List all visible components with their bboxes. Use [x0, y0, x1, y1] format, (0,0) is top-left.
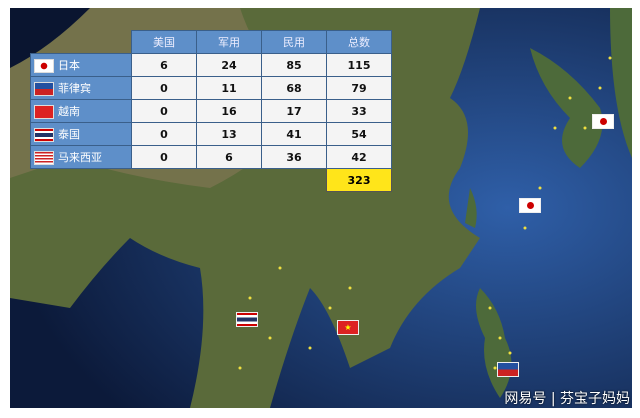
table-cell: 11 — [196, 76, 262, 100]
col-header: 军用 — [196, 30, 262, 54]
table-cell: 6 — [196, 145, 262, 169]
col-header: 民用 — [261, 30, 327, 54]
country-label: 越南 — [30, 99, 132, 123]
col-header: 总数 — [326, 30, 392, 54]
table-cell: 115 — [326, 53, 392, 77]
table-cell: 0 — [131, 145, 197, 169]
table-cell: 36 — [261, 145, 327, 169]
col-header: 美国 — [131, 30, 197, 54]
japan-flag-marker — [592, 114, 614, 129]
table-cell: 24 — [196, 53, 262, 77]
table-cell: 54 — [326, 122, 392, 146]
table-row: 越南 0 16 17 33 — [30, 99, 392, 123]
vietnam-flag-marker: ★ — [337, 320, 359, 335]
table-cell: 33 — [326, 99, 392, 123]
airport-markers — [238, 56, 612, 370]
country-name: 越南 — [58, 105, 80, 118]
vietnam-flag-icon — [34, 105, 54, 119]
taiwan — [465, 188, 477, 228]
philippines-flag-marker — [497, 362, 519, 377]
thailand-flag-marker — [236, 312, 258, 327]
table-cell: 79 — [326, 76, 392, 100]
grand-total-row: 323 — [31, 168, 392, 192]
country-label: 日本 — [30, 53, 132, 77]
table-cell: 0 — [131, 122, 197, 146]
watermark: 网易号 | 芬宝子妈妈 — [504, 391, 630, 407]
japan-flag-marker — [519, 198, 541, 213]
country-label: 马来西亚 — [30, 145, 132, 169]
country-label: 泰国 — [30, 122, 132, 146]
grand-total: 323 — [326, 168, 392, 192]
table-cell: 0 — [131, 99, 197, 123]
japan-flag-icon — [34, 59, 54, 73]
table-cell: 6 — [131, 53, 197, 77]
table-cell: 68 — [261, 76, 327, 100]
table-cell: 0 — [131, 76, 197, 100]
country-name: 马来西亚 — [58, 151, 102, 164]
table-row: 日本 6 24 85 115 — [30, 53, 392, 77]
table-cell: 42 — [326, 145, 392, 169]
philippines-flag-icon — [34, 82, 54, 96]
table-cell: 16 — [196, 99, 262, 123]
airport-count-table: 美国 军用 民用 总数 日本 6 24 85 115 菲律宾 0 11 68 79 越南 0 16 17 3… — [30, 30, 392, 192]
table-header-row: 美国 军用 民用 总数 — [31, 30, 392, 54]
japan — [530, 48, 603, 168]
table-cell: 13 — [196, 122, 262, 146]
malaysia-flag-icon — [34, 151, 54, 165]
thailand-flag-icon — [34, 128, 54, 142]
table-row: 菲律宾 0 11 68 79 — [30, 76, 392, 100]
table-cell: 41 — [261, 122, 327, 146]
country-name: 泰国 — [58, 128, 80, 141]
table-row: 马来西亚 0 6 36 42 — [30, 145, 392, 169]
table-cell: 85 — [261, 53, 327, 77]
country-label: 菲律宾 — [30, 76, 132, 100]
table-row: 泰国 0 13 41 54 — [30, 122, 392, 146]
country-name: 菲律宾 — [58, 82, 91, 95]
table-cell: 17 — [261, 99, 327, 123]
country-name: 日本 — [58, 59, 80, 72]
